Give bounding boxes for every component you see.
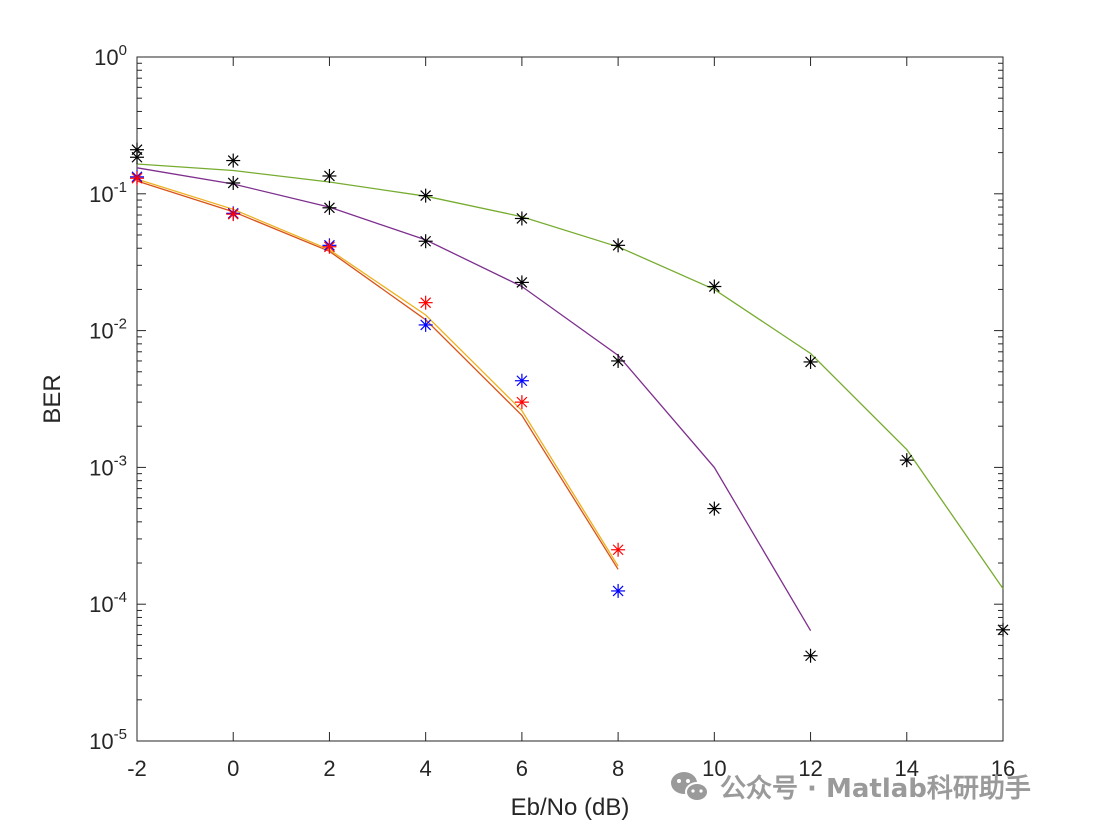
x-tick-label: 0 — [227, 756, 239, 781]
data-point-4 — [803, 354, 818, 369]
series-line-0 — [136, 163, 1004, 589]
x-tick-label: 14 — [895, 756, 919, 781]
data-point-6 — [418, 317, 433, 332]
data-point-7 — [226, 207, 241, 222]
x-tick-label: 6 — [516, 756, 528, 781]
data-point-5 — [322, 200, 337, 215]
data-point-5 — [418, 234, 433, 249]
wechat-icon — [671, 772, 709, 802]
data-point-7 — [418, 295, 433, 310]
y-tick-base: 10 — [89, 455, 113, 480]
data-point-5 — [803, 648, 818, 663]
data-point-4 — [514, 211, 529, 226]
y-tick-exponent: -4 — [114, 589, 127, 606]
series-line-2 — [136, 178, 619, 567]
series-layer — [136, 163, 1004, 632]
series-line-3 — [136, 180, 619, 570]
x-axis-label: Eb/No (dB) — [511, 794, 630, 821]
y-tick-base: 10 — [89, 182, 113, 207]
x-tick-label: -2 — [127, 756, 147, 781]
y-tick-label: 10-5 — [89, 726, 127, 754]
x-axis: -2 0 2 4 6 8 10 12 14 16 — [127, 57, 1015, 781]
data-point-7 — [611, 542, 626, 557]
data-point-5 — [707, 501, 722, 516]
y-tick-exponent: -3 — [114, 452, 127, 469]
y-tick-exponent: 0 — [119, 42, 127, 59]
x-tick-label: 4 — [420, 756, 432, 781]
data-point-7 — [130, 171, 144, 186]
data-point-4 — [418, 188, 433, 203]
y-tick-exponent: -1 — [114, 179, 127, 196]
y-tick-base: 10 — [89, 592, 113, 617]
series-line-1 — [136, 167, 812, 632]
y-tick-exponent: -2 — [114, 316, 127, 333]
data-point-4 — [322, 168, 337, 183]
data-point-4 — [707, 279, 722, 294]
data-point-7 — [322, 239, 337, 254]
data-point-5 — [514, 275, 529, 290]
y-tick-label: 10-1 — [89, 179, 127, 207]
x-tick-label: 16 — [991, 756, 1015, 781]
x-tick-label: 12 — [798, 756, 822, 781]
y-tick-label: 10-3 — [89, 452, 127, 480]
y-tick-base: 10 — [89, 319, 113, 344]
y-tick-exponent: -5 — [114, 726, 127, 743]
watermark-text: 公众号 · Matlab科研助手 — [720, 774, 1031, 804]
marker-layer — [130, 142, 1010, 663]
plot-area — [136, 56, 1004, 742]
y-axis-label: BER — [39, 374, 66, 423]
data-point-6 — [514, 373, 529, 388]
data-point-4 — [226, 153, 241, 168]
data-point-5 — [226, 175, 241, 190]
data-point-5 — [611, 353, 626, 368]
watermark: 公众号 · Matlab科研助手 — [671, 772, 1031, 804]
y-tick-base: 10 — [94, 45, 118, 70]
y-tick-base: 10 — [89, 729, 113, 754]
y-tick-label: 10-4 — [89, 589, 127, 617]
data-point-7 — [514, 395, 529, 410]
y-tick-label: 100 — [94, 42, 127, 70]
y-tick-label: 10-2 — [89, 316, 127, 344]
x-tick-label: 10 — [702, 756, 726, 781]
data-point-4 — [611, 238, 626, 253]
data-point-4 — [899, 453, 914, 468]
data-point-6 — [611, 583, 626, 598]
x-tick-label: 2 — [323, 756, 335, 781]
x-tick-label: 8 — [612, 756, 624, 781]
